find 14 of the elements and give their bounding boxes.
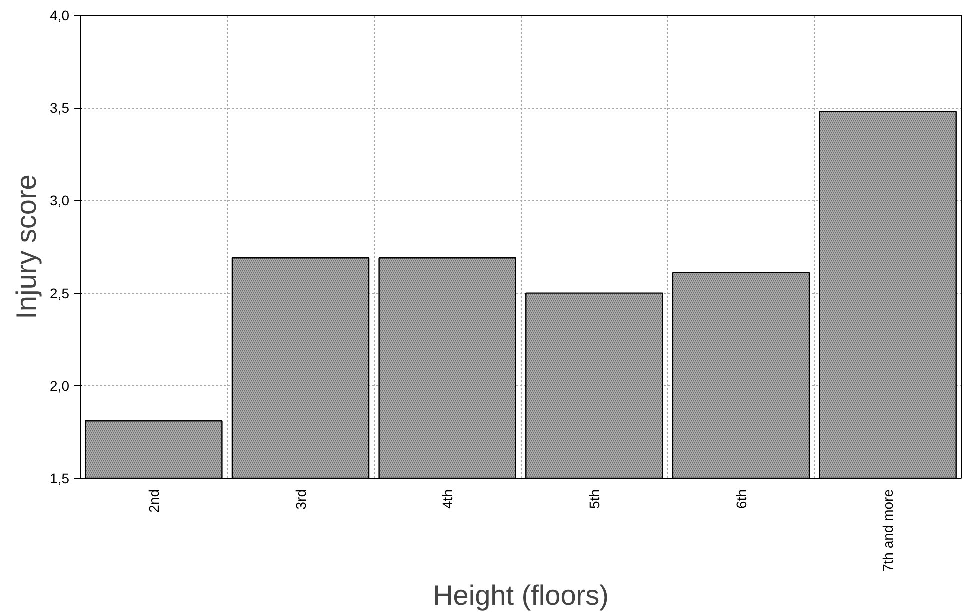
y-tick-label: 2,0	[50, 378, 70, 394]
x-axis-title: Height (floors)	[433, 580, 609, 611]
y-tick-label: 2,5	[50, 285, 70, 302]
x-tick-label: 5th	[586, 489, 602, 509]
x-tick-label: 7th and more	[880, 489, 896, 572]
y-tick-label: 3,5	[50, 100, 70, 116]
x-tick-label: 3rd	[292, 490, 309, 510]
x-tick-label: 2nd	[146, 490, 162, 513]
y-tick-label: 1,5	[50, 470, 70, 486]
y-axis-title: Injury score	[11, 174, 42, 320]
x-tick-label: 6th	[733, 489, 750, 509]
y-tick-label: 3,0	[50, 192, 70, 209]
x-tick-label: 4th	[440, 489, 456, 509]
y-tick-label: 4,0	[50, 8, 70, 24]
